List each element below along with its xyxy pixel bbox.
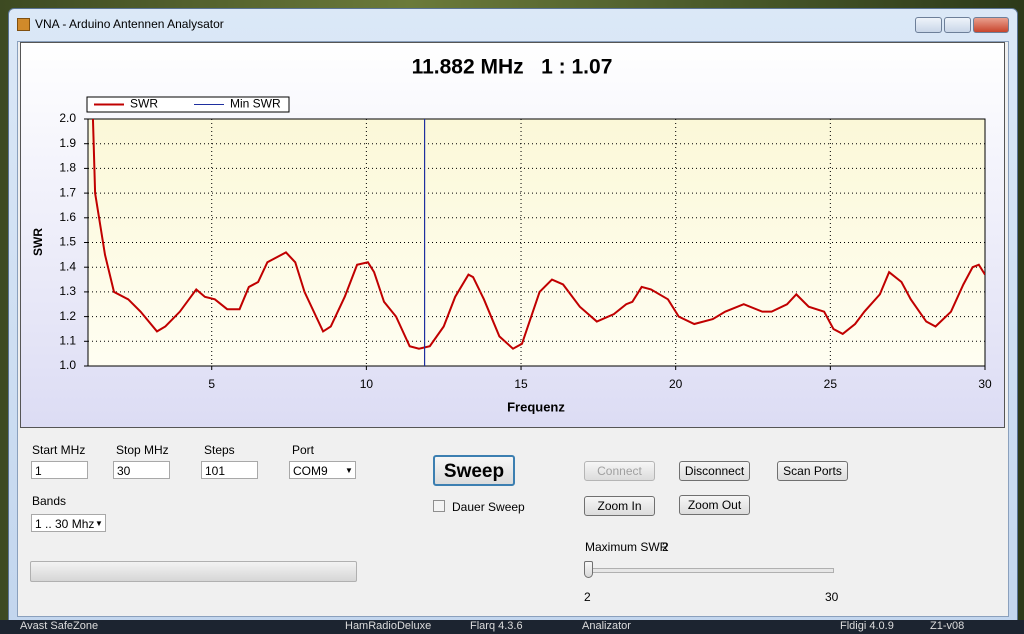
taskbar-item[interactable]: Avast SafeZone bbox=[20, 620, 99, 632]
chart-title: 11.882 MHz 1 : 1.07 bbox=[412, 56, 613, 79]
y-tick-label: 2.0 bbox=[59, 111, 76, 125]
chart: 11.882 MHz 1 : 1.07 SWR Frequenz 1.0 1.1 1… bbox=[20, 42, 1005, 428]
taskbar-item[interactable]: Flarq 4.3.6 bbox=[470, 620, 523, 632]
x-tick-label: 25 bbox=[824, 377, 838, 391]
x-tick-label: 5 bbox=[208, 377, 215, 391]
sweep-button[interactable]: Sweep bbox=[433, 455, 515, 486]
zoom-out-button[interactable]: Zoom Out bbox=[679, 495, 750, 515]
bands-label: Bands bbox=[32, 494, 67, 508]
x-tick-label: 10 bbox=[360, 377, 374, 391]
minimize-button[interactable] bbox=[915, 17, 942, 33]
progress-bar bbox=[30, 561, 357, 582]
y-tick-label: 1.4 bbox=[59, 259, 76, 273]
taskbar-item[interactable]: Z1-v08 bbox=[930, 620, 965, 632]
scan-ports-button[interactable]: Scan Ports bbox=[777, 461, 848, 481]
taskbar-item[interactable]: Fldigi 4.0.9 bbox=[840, 620, 894, 632]
max-swr-value: 2 bbox=[662, 540, 669, 554]
bands-combo[interactable]: 1 .. 30 Mhz bbox=[31, 514, 106, 532]
y-tick-label: 1.1 bbox=[59, 333, 76, 347]
max-swr-label: Maximum SWR bbox=[585, 540, 669, 554]
swr-line bbox=[91, 119, 985, 350]
connect-button[interactable]: Connect bbox=[584, 461, 655, 481]
y-tick-label: 1.6 bbox=[59, 210, 76, 224]
plot-border bbox=[87, 118, 986, 367]
stop-input[interactable]: 30 bbox=[113, 461, 170, 479]
x-tick-label: 20 bbox=[669, 377, 683, 391]
y-tick-label: 1.0 bbox=[59, 358, 76, 372]
port-combo[interactable]: COM9 bbox=[289, 461, 356, 479]
window-title: VNA - Arduino Antennen Analysator bbox=[35, 17, 224, 31]
x-axis-label: Frequenz bbox=[507, 399, 565, 414]
close-button[interactable] bbox=[973, 17, 1009, 33]
legend-label: Min SWR bbox=[230, 97, 281, 111]
y-tick-label: 1.3 bbox=[59, 284, 76, 298]
y-tick-label: 1.5 bbox=[59, 235, 76, 249]
app-icon bbox=[17, 18, 30, 31]
taskbar-item[interactable]: HamRadioDeluxe bbox=[345, 620, 432, 632]
y-tick-label: 1.2 bbox=[59, 309, 76, 323]
legend bbox=[86, 96, 290, 113]
y-tick-label: 1.8 bbox=[59, 161, 76, 175]
maximize-button[interactable] bbox=[944, 17, 971, 33]
steps-input[interactable]: 101 bbox=[201, 461, 258, 479]
slider-track bbox=[588, 568, 834, 573]
taskbar-item[interactable]: Analizator bbox=[582, 620, 631, 632]
slider-thumb[interactable] bbox=[584, 561, 593, 578]
y-axis-label: SWR bbox=[31, 228, 45, 256]
x-tick-label: 15 bbox=[514, 377, 528, 391]
steps-label: Steps bbox=[204, 443, 235, 457]
start-input[interactable]: 1 bbox=[31, 461, 88, 479]
port-label: Port bbox=[292, 443, 315, 457]
x-tick-label: 30 bbox=[978, 377, 992, 391]
taskbar: Avast SafeZone HamRadioDeluxe Flarq 4.3.6 A… bbox=[0, 620, 1024, 634]
start-label: Start MHz bbox=[32, 443, 86, 457]
stop-label: Stop MHz bbox=[116, 443, 169, 457]
y-tick-label: 1.7 bbox=[59, 185, 76, 199]
y-tick-label: 1.9 bbox=[59, 136, 76, 150]
slider-max-label: 30 bbox=[825, 590, 839, 604]
slider-min-label: 2 bbox=[584, 590, 591, 604]
disconnect-button[interactable]: Disconnect bbox=[679, 461, 750, 481]
checkbox[interactable] bbox=[433, 500, 445, 512]
dauer-sweep-label: Dauer Sweep bbox=[452, 500, 525, 514]
zoom-in-button[interactable]: Zoom In bbox=[584, 496, 655, 516]
combo-arrow: ▼ bbox=[345, 466, 353, 475]
combo-arrow: ▼ bbox=[95, 519, 103, 528]
legend-label: SWR bbox=[130, 97, 158, 111]
